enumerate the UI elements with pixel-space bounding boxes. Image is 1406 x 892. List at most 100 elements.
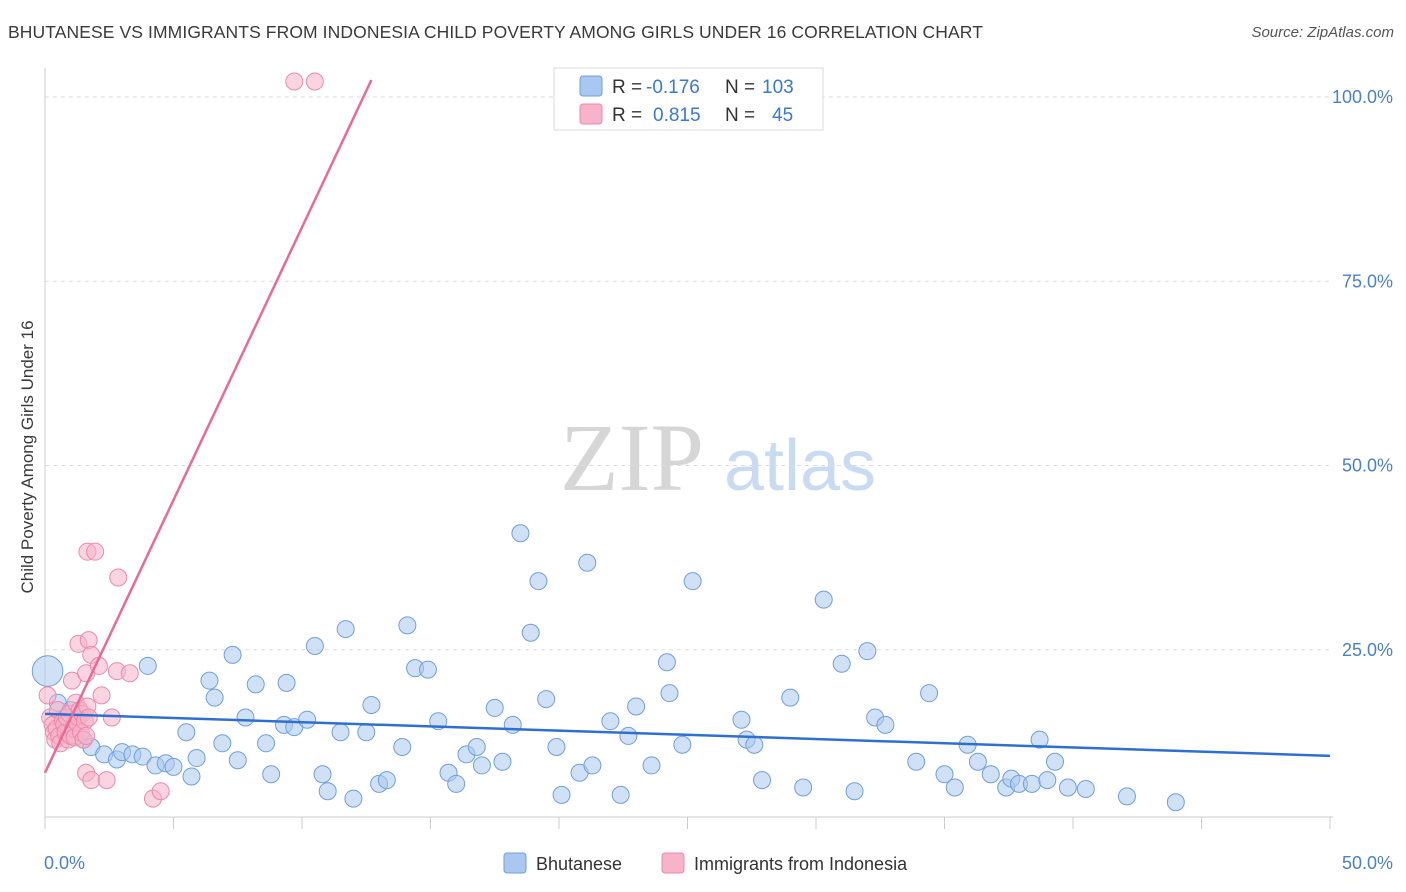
bhutanese-point-64	[601, 712, 620, 731]
bhutanese-point-26	[257, 734, 276, 753]
bhutanese-point-60	[552, 785, 571, 804]
bhutanese-point-43	[398, 616, 417, 635]
bhutanese-point-50	[467, 737, 486, 756]
y-axis-label: Child Poverty Among Girls Under 16	[18, 320, 37, 593]
bhutanese-point-18	[187, 749, 206, 768]
bhutanese-point-17	[182, 767, 201, 786]
correlation-legend: R = -0.176 N = 103 R = 0.815 N = 45	[553, 67, 824, 131]
bhutanese-point-16	[177, 723, 196, 742]
bhutanese-point-33	[313, 765, 332, 784]
bhutanese-point-79	[814, 590, 833, 609]
bhutanese-point-75	[745, 735, 764, 754]
bhutanese-point-55	[511, 524, 530, 543]
bhutanese-point-98	[1046, 752, 1065, 771]
bhutanese-point-38	[357, 723, 376, 742]
indonesia-point-29	[79, 708, 98, 727]
bhutanese-point-68	[642, 756, 661, 775]
x-tick-labels: 0.0% 50.0%	[44, 853, 1393, 873]
bhutanese-point-91	[981, 765, 1000, 784]
x-tick-label-1: 50.0%	[1342, 853, 1393, 873]
indonesia-point-0	[38, 686, 57, 705]
y-tick-labels: 100.0% 75.0% 50.0% 25.0%	[1332, 87, 1393, 660]
bhutanese-point-62	[578, 553, 597, 572]
legend-n-value-pink: 45	[772, 105, 793, 126]
bhutanese-point-41	[377, 771, 396, 790]
bhutanese-point-97	[1038, 771, 1057, 790]
bhutanese-point-100	[1076, 779, 1095, 798]
bhutanese-point-35	[331, 723, 350, 742]
bottom-legend-bhutanese: Bhutanese	[536, 854, 622, 874]
bhutanese-point-12	[138, 656, 157, 675]
bhutanese-point-77	[781, 688, 800, 707]
y-tick-label-1: 75.0%	[1342, 271, 1393, 291]
y-tick-label-2: 50.0%	[1342, 456, 1393, 476]
bhutanese-trend-line	[44, 712, 1331, 758]
bhutanese-point-42	[393, 737, 412, 756]
trend-lines	[43, 79, 1331, 774]
bhutanese-point-57	[529, 572, 548, 591]
bhutanese-point-52	[485, 698, 504, 717]
bhutanese-point-11	[133, 747, 152, 766]
bhutanese-point-29	[277, 673, 296, 692]
bhutanese-point-23	[228, 751, 247, 770]
bhutanese-point-32	[305, 637, 324, 656]
bhutanese-point-85	[907, 752, 926, 771]
bhutanese-point-84	[876, 715, 895, 734]
bhutanese-point-72	[683, 572, 702, 591]
bhutanese-point-22	[223, 645, 242, 664]
indonesia-point-46	[151, 782, 170, 801]
bhutanese-point-54	[503, 715, 522, 734]
bhutanese-point-88	[945, 778, 964, 797]
bhutanese-point-101	[1117, 787, 1136, 806]
legend-n-label-pink: N =	[725, 105, 755, 126]
bhutanese-point-70	[660, 684, 679, 703]
bhutanese-point-90	[968, 752, 987, 771]
bhutanese-point-58	[537, 690, 556, 709]
legend-r-label-pink: R =	[612, 105, 642, 126]
indonesia-point-27	[77, 726, 96, 745]
legend-n-value-blue: 103	[762, 77, 794, 98]
indonesia-point-40	[97, 771, 116, 790]
bhutanese-point-80	[832, 654, 851, 673]
bhutanese-point-36	[336, 620, 355, 639]
bhutanese-point-96	[1030, 730, 1049, 749]
indonesia-point-44	[120, 664, 139, 683]
bhutanese-point-31	[298, 710, 317, 729]
bhutanese-point-20	[205, 688, 224, 707]
bhutanese-point-63	[583, 756, 602, 775]
bhutanese-point-21	[213, 734, 232, 753]
bhutanese-point-25	[246, 675, 265, 694]
watermark-zip: ZIP	[560, 404, 704, 511]
x-tick-label-0: 0.0%	[44, 853, 85, 873]
bhutanese-point-48	[447, 774, 466, 793]
bhutanese-point-51	[472, 756, 491, 775]
bhutanese-point-81	[845, 782, 864, 801]
y-tick-label-3: 25.0%	[1342, 640, 1393, 660]
legend-r-label-blue: R =	[612, 77, 642, 98]
legend-r-value-pink: 0.815	[653, 105, 701, 126]
bhutanese-point-95	[1022, 774, 1041, 793]
bhutanese-point-82	[858, 642, 877, 661]
bhutanese-point-39	[362, 695, 381, 714]
indonesia-point-47	[285, 72, 304, 91]
chart-title: BHUTANESE VS IMMIGRANTS FROM INDONESIA C…	[8, 22, 984, 42]
legend-swatch-blue	[579, 75, 603, 97]
bottom-legend-indonesia: Immigrants from Indonesia	[694, 854, 908, 874]
series-legend: Bhutanese Immigrants from Indonesia	[503, 852, 908, 874]
bhutanese-point-15	[164, 757, 183, 776]
bhutanese-point-24	[236, 708, 255, 727]
bhutanese-point-86	[920, 684, 939, 703]
indonesia-point-39	[92, 686, 111, 705]
watermark: ZIP atlas	[560, 404, 876, 511]
legend-n-label-blue: N =	[725, 77, 755, 98]
bhutanese-point-37	[344, 789, 363, 808]
bhutanese-point-99	[1058, 778, 1077, 797]
source-credit: Source: ZipAtlas.com	[1251, 24, 1394, 41]
bhutanese-point-0	[31, 655, 64, 687]
bhutanese-point-78	[794, 778, 813, 797]
bhutanese-point-102	[1166, 793, 1185, 812]
bhutanese-point-73	[732, 710, 751, 729]
indonesia-point-43	[109, 568, 128, 587]
bhutanese-point-45	[418, 660, 437, 679]
bhutanese-point-66	[619, 726, 638, 745]
